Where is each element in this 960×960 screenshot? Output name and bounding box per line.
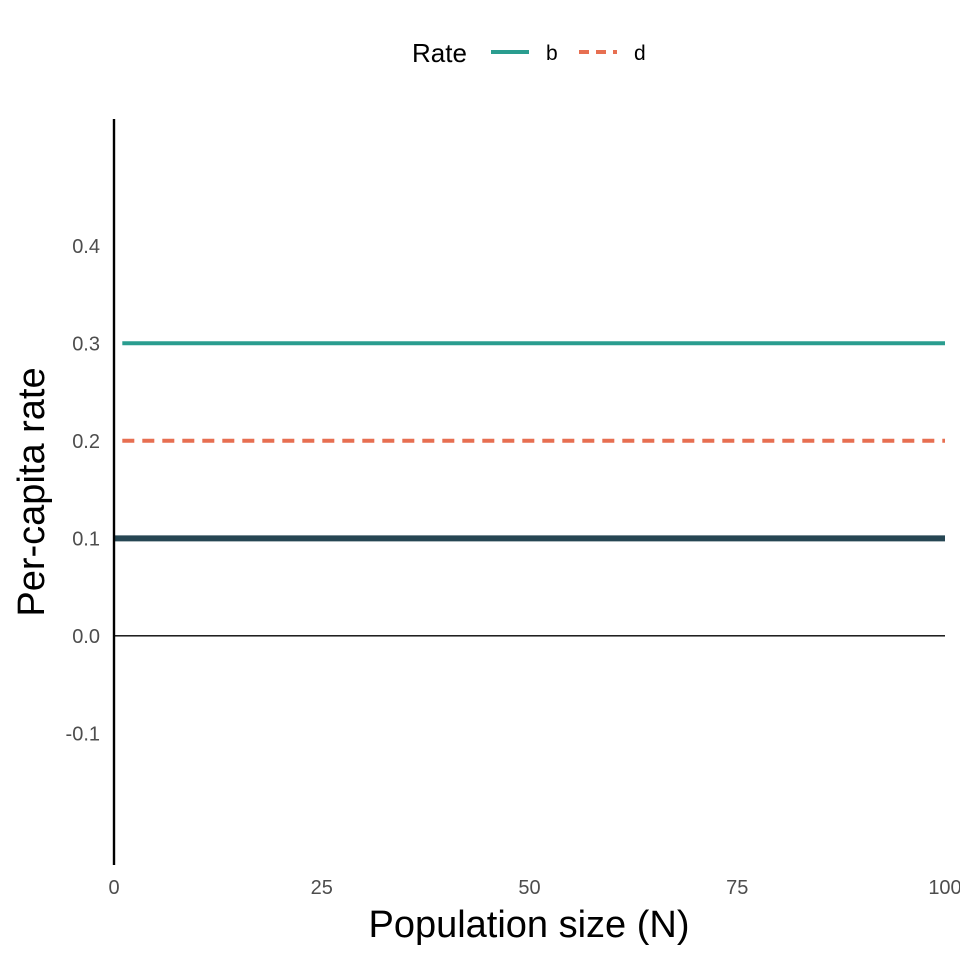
y-tick-label: -0.1	[66, 723, 100, 745]
x-tick-label: 0	[108, 877, 119, 899]
legend-label-d: d	[634, 42, 646, 65]
y-tick-label: 0.4	[72, 236, 100, 258]
plot-area	[114, 341, 945, 637]
legend-label-b: b	[546, 42, 558, 65]
x-axis-title: Population size (N)	[368, 904, 689, 946]
y-tick-label: 0.0	[72, 626, 100, 648]
x-tick-label: 75	[726, 877, 748, 899]
y-axis-title: Per-capita rate	[11, 367, 53, 616]
y-tick-label: 0.1	[72, 528, 100, 550]
legend-title: Rate	[412, 38, 467, 68]
x-tick-label: 100	[928, 877, 960, 899]
x-tick-label: 50	[518, 877, 540, 899]
axes: -0.1 0.0 0.1 0.2 0.3 0.4 0 25 50 75 100	[66, 119, 960, 899]
x-tick-label: 25	[311, 877, 333, 899]
legend: Rate b d	[412, 38, 646, 68]
y-tick-label: 0.3	[72, 333, 100, 355]
y-tick-label: 0.2	[72, 431, 100, 453]
